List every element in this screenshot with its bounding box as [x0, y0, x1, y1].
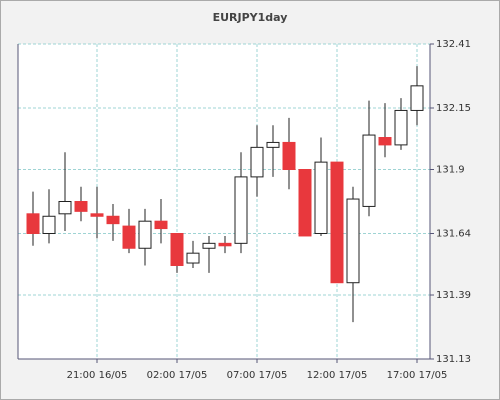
candle-body: [202, 242, 216, 249]
candle-body: [106, 215, 120, 225]
candle-body: [410, 85, 424, 111]
candle-body: [362, 134, 376, 207]
y-tick-label: 131.9: [436, 165, 465, 176]
candle-body: [58, 201, 72, 215]
candle-body: [90, 213, 104, 217]
candle-body: [250, 146, 264, 178]
candle-body: [394, 109, 408, 146]
y-tick-label: 132.41: [436, 39, 471, 50]
chart-title: EURJPY1day: [213, 11, 288, 24]
x-tick-label: 07:00 17/05: [227, 370, 288, 381]
candle-body: [186, 252, 200, 264]
y-tick-label: 131.13: [436, 354, 471, 365]
candle-body: [330, 161, 344, 284]
candle-body: [42, 215, 56, 234]
candle-body: [266, 141, 280, 148]
candle-body: [378, 137, 392, 146]
x-tick-label: 17:00 17/05: [387, 370, 448, 381]
candle-body: [314, 161, 328, 234]
x-tick-label: 12:00 17/05: [307, 370, 368, 381]
candle-body: [74, 201, 88, 212]
candle-body: [138, 220, 152, 249]
candle-body: [282, 141, 296, 171]
candle-body: [26, 213, 40, 234]
x-tick-label: 21:00 16/05: [67, 370, 128, 381]
candle-body: [234, 176, 248, 244]
candle-body: [298, 169, 312, 237]
candle-body: [346, 198, 360, 284]
candle-body: [154, 220, 168, 230]
candle-body: [170, 232, 184, 266]
y-tick-label: 131.64: [436, 228, 471, 239]
candle-body: [122, 225, 136, 249]
y-tick-label: 131.39: [436, 290, 471, 301]
y-tick-label: 132.15: [436, 103, 471, 114]
candle-body: [218, 242, 232, 247]
x-tick-label: 02:00 17/05: [147, 370, 208, 381]
